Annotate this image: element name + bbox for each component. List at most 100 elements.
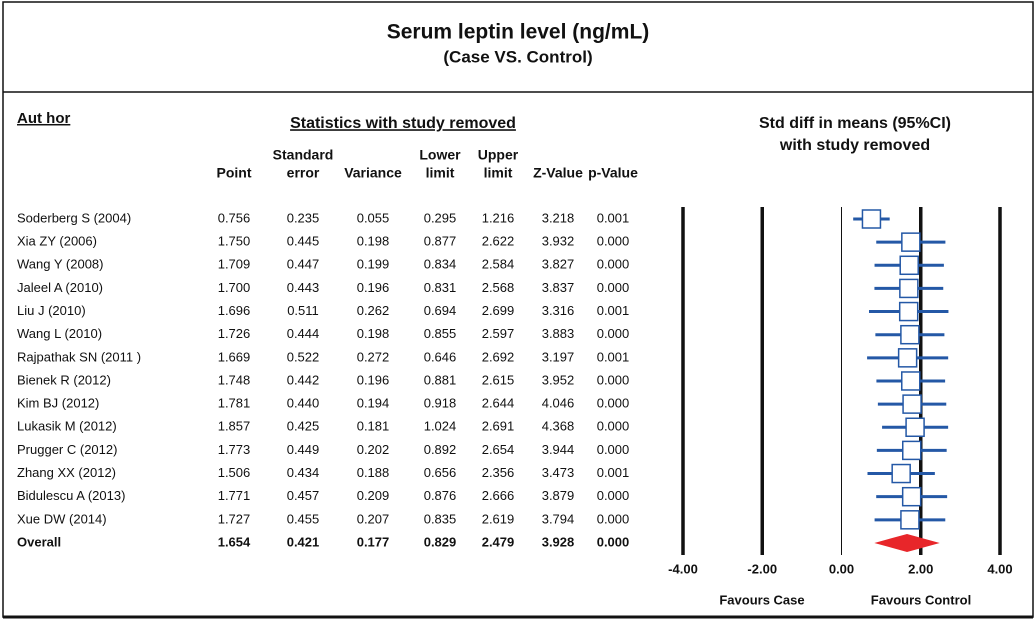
table-cell: 0.000 [597, 442, 630, 457]
table-cell: 0.881 [424, 372, 457, 387]
table-cell: 0.434 [287, 465, 320, 480]
table-cell: 0.000 [597, 488, 630, 503]
table-cell: 0.876 [424, 488, 457, 503]
stats-header: Statistics with study removed [290, 115, 516, 132]
table-cell: 3.197 [542, 349, 575, 364]
table-cell: 0.000 [597, 326, 630, 341]
row-name: Soderberg S (2004) [17, 210, 131, 225]
column-header: Lower [419, 147, 461, 163]
table-cell: 0.055 [357, 210, 390, 225]
column-header: limit [426, 165, 455, 181]
table-cell: 0.198 [357, 234, 390, 249]
table-cell: 2.622 [482, 234, 515, 249]
point-box [861, 209, 882, 229]
table-cell: 0.181 [357, 419, 390, 434]
table-cell: 0.295 [424, 210, 457, 225]
table-cell: 2.654 [482, 442, 515, 457]
table-cell: 2.479 [482, 534, 515, 549]
table-cell: 2.699 [482, 303, 515, 318]
table-cell: 0.756 [218, 210, 251, 225]
row-name: Kim BJ (2012) [17, 396, 99, 411]
point-box [897, 348, 918, 368]
row-name: Liu J (2010) [17, 303, 86, 318]
table-cell: 0.194 [357, 396, 390, 411]
table-cell: 2.597 [482, 326, 515, 341]
table-cell: 0.694 [424, 303, 457, 318]
table-cell: 0.457 [287, 488, 320, 503]
table-cell: 0.000 [597, 234, 630, 249]
column-header: Point [217, 165, 252, 181]
table-cell: 1.857 [218, 419, 251, 434]
table-cell: 2.644 [482, 396, 515, 411]
table-cell: 0.444 [287, 326, 320, 341]
table-cell: 2.568 [482, 280, 515, 295]
table-cell: 0.202 [357, 442, 390, 457]
table-cell: 3.879 [542, 488, 575, 503]
row-name: Bidulescu A (2013) [17, 488, 125, 503]
point-box [905, 417, 925, 438]
row-name: Lukasik M (2012) [17, 419, 117, 434]
table-cell: 0.000 [597, 396, 630, 411]
table-cell: 0.447 [287, 257, 320, 272]
table-cell: 0.262 [357, 303, 390, 318]
chart-title: Serum leptin level (ng/mL) [387, 21, 650, 44]
column-header: p-Value [588, 165, 638, 181]
plot-header: Std diff in means (95%CI) [759, 115, 951, 132]
table-cell: 0.421 [287, 534, 320, 549]
table-cell: 0.198 [357, 326, 390, 341]
row-name: Bienek R (2012) [17, 372, 111, 387]
table-cell: 0.892 [424, 442, 457, 457]
table-cell: 2.619 [482, 511, 515, 526]
table-cell: 3.473 [542, 465, 575, 480]
table-cell: 2.356 [482, 465, 515, 480]
table-cell: 2.691 [482, 419, 515, 434]
table-cell: 3.928 [542, 534, 575, 549]
table-cell: 0.425 [287, 419, 320, 434]
row-name: Overall [17, 534, 61, 549]
point-box [902, 440, 922, 461]
table-cell: 0.443 [287, 280, 320, 295]
overall-diamond [874, 533, 940, 552]
table-cell: 0.855 [424, 326, 457, 341]
table-cell: 0.918 [424, 396, 457, 411]
table-cell: 0.188 [357, 465, 390, 480]
table-cell: 1.216 [482, 210, 515, 225]
table-cell: 0.455 [287, 511, 320, 526]
table-cell: 0.001 [597, 349, 630, 364]
table-cell: 0.000 [597, 280, 630, 295]
plot-subheader: with study removed [779, 137, 930, 154]
table-cell: 3.932 [542, 234, 575, 249]
point-box [891, 463, 911, 484]
table-cell: 3.827 [542, 257, 575, 272]
row-name: Rajpathak SN (2011 ) [17, 349, 141, 364]
table-cell: 0.209 [357, 488, 390, 503]
table-cell: 0.835 [424, 511, 457, 526]
table-cell: 0.440 [287, 396, 320, 411]
table-cell: 4.368 [542, 419, 575, 434]
table-cell: 4.046 [542, 396, 575, 411]
table-cell: 1.781 [218, 396, 251, 411]
table-cell: 3.837 [542, 280, 575, 295]
table-cell: 1.024 [424, 419, 457, 434]
table-cell: 0.829 [424, 534, 457, 549]
table-cell: 2.584 [482, 257, 515, 272]
table-cell: 1.669 [218, 349, 251, 364]
table-cell: 1.748 [218, 372, 251, 387]
table-cell: 1.709 [218, 257, 251, 272]
column-header: Variance [344, 165, 402, 181]
table-cell: 0.207 [357, 511, 390, 526]
table-cell: 1.726 [218, 326, 251, 341]
column-header: limit [484, 165, 513, 181]
table-cell: 0.831 [424, 280, 457, 295]
point-box [902, 394, 922, 414]
table-cell: 0.000 [597, 534, 630, 549]
table-cell: 0.177 [357, 534, 390, 549]
table-cell: 0.646 [424, 349, 457, 364]
table-cell: 0.000 [597, 372, 630, 387]
table-cell: 0.001 [597, 465, 630, 480]
table-cell: 0.000 [597, 511, 630, 526]
point-box [901, 232, 921, 252]
x-tick-label: -4.00 [668, 561, 698, 576]
